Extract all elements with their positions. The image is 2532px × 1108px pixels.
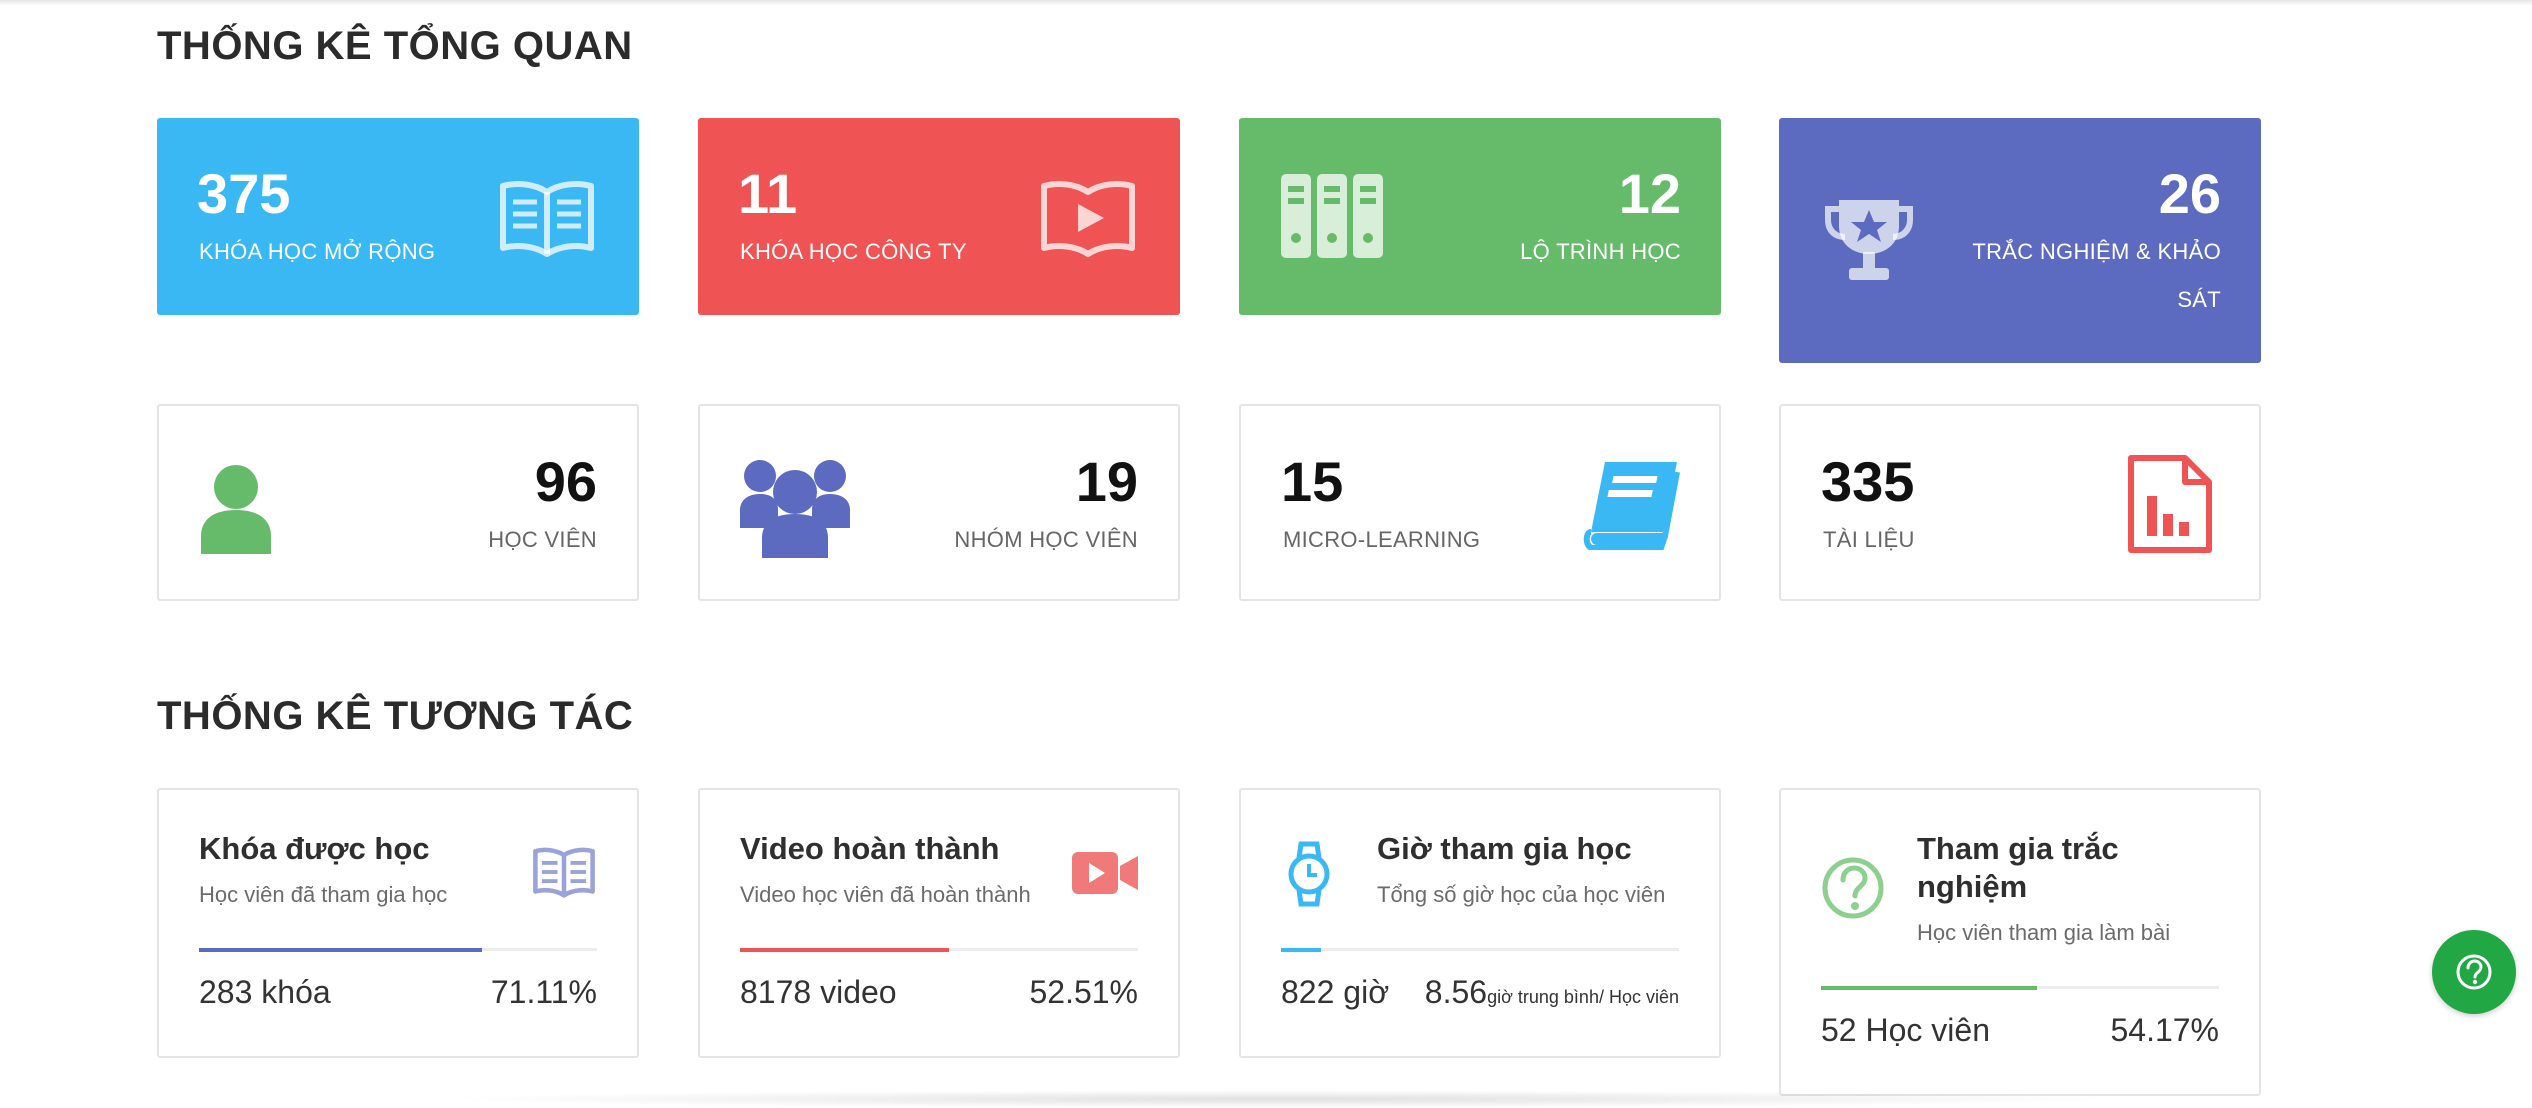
stat-label: HỌC VIÊN	[488, 527, 597, 552]
stat-value: 335	[1821, 450, 1915, 513]
users-group-icon	[740, 454, 850, 563]
progress-fill	[740, 948, 949, 952]
top-shadow	[0, 0, 2532, 6]
stat-value: 19	[1075, 450, 1138, 513]
card-company-courses[interactable]: 11 KHÓA HỌC CÔNG TY	[698, 118, 1180, 315]
video-book-icon	[1038, 178, 1138, 263]
card-value: 12	[1618, 162, 1681, 225]
progress-track	[1281, 948, 1679, 952]
card-value: 375	[197, 162, 291, 225]
question-icon	[2456, 954, 2492, 990]
stat-card-micro-learning[interactable]: 15 MICRO-LEARNING	[1239, 404, 1721, 601]
average-unit: giờ trung bình/ Học viên	[1487, 987, 1679, 1007]
card-label-line1: TRẮC NGHIỆM & KHẢO	[1972, 239, 2221, 264]
stat-card-documents[interactable]: 335 TÀI LIỆU	[1779, 404, 2261, 601]
card-value: 26	[2158, 162, 2221, 225]
progress-track	[199, 948, 597, 952]
interaction-card-hours[interactable]: Giờ tham gia học Tổng số giờ học của học…	[1239, 788, 1721, 1058]
interaction-card-title: Khóa được học	[199, 831, 430, 866]
progress-track	[740, 948, 1138, 952]
stat-card-learners[interactable]: 96 HỌC VIÊN	[157, 404, 639, 601]
watch-icon	[1285, 840, 1333, 913]
interaction-percent: 54.17%	[2110, 1012, 2219, 1048]
card-value: 11	[738, 162, 798, 225]
card-quizzes-surveys[interactable]: 26 TRẮC NGHIỆM & KHẢO SÁT	[1779, 118, 2261, 363]
card-label: KHÓA HỌC MỞ RỘNG	[199, 239, 436, 264]
card-label-line2: SÁT	[2177, 287, 2221, 312]
bottom-shadow	[430, 1090, 2130, 1108]
interaction-card-title-line2: nghiệm	[1917, 869, 2028, 904]
card-label: KHÓA HỌC CÔNG TY	[740, 239, 967, 264]
video-camera-icon	[1072, 852, 1138, 899]
interaction-card-title: Video hoàn thành	[740, 831, 1000, 866]
interaction-count: 8178 video	[740, 974, 897, 1010]
binders-icon	[1279, 172, 1385, 265]
stat-value: 96	[534, 450, 597, 513]
card-extended-courses[interactable]: 375 KHÓA HỌC MỞ RỘNG	[157, 118, 639, 315]
interaction-percent: 52.51%	[1029, 974, 1138, 1010]
interaction-card-subtitle: Học viên đã tham gia học	[199, 882, 448, 907]
help-button[interactable]	[2432, 930, 2516, 1014]
document-chart-icon	[2127, 454, 2213, 559]
interaction-card-title: Giờ tham gia học	[1377, 831, 1632, 866]
interaction-percent: 71.11%	[490, 974, 597, 1010]
interaction-card-subtitle: Tổng số giờ học của học viên	[1377, 882, 1666, 907]
interaction-card-quizzes[interactable]: Tham gia trắc nghiệm Học viên tham gia l…	[1779, 788, 2261, 1096]
progress-track	[1821, 986, 2219, 990]
stat-label: NHÓM HỌC VIÊN	[954, 527, 1138, 552]
interaction-count: 283 khóa	[199, 974, 331, 1010]
user-icon	[199, 462, 273, 559]
interaction-count: 52 Học viên	[1821, 1012, 1990, 1048]
stat-label: TÀI LIỆU	[1823, 527, 1915, 552]
interaction-title: THỐNG KÊ TƯƠNG TÁC	[157, 694, 634, 738]
interaction-hours: 822 giờ	[1281, 974, 1390, 1010]
card-learning-paths[interactable]: 12 LỘ TRÌNH HỌC	[1239, 118, 1721, 315]
interaction-card-videos[interactable]: Video hoàn thành Video học viên đã hoàn …	[698, 788, 1180, 1058]
open-book-icon	[531, 846, 597, 903]
stat-label: MICRO-LEARNING	[1283, 527, 1481, 552]
stat-value: 15	[1281, 450, 1344, 513]
interaction-card-title-line1: Tham gia trắc	[1917, 831, 2119, 866]
progress-fill	[199, 948, 483, 952]
trophy-icon	[1819, 196, 1919, 289]
question-circle-icon	[1821, 856, 1885, 925]
progress-fill	[1821, 986, 2037, 990]
overview-title: THỐNG KÊ TỔNG QUAN	[157, 24, 633, 68]
average-value: 8.56	[1424, 974, 1488, 1010]
interaction-card-subtitle: Video học viên đã hoàn thành	[740, 882, 1031, 907]
stat-card-learner-groups[interactable]: 19 NHÓM HỌC VIÊN	[698, 404, 1180, 601]
progress-fill	[1281, 948, 1321, 952]
open-book-icon	[497, 178, 597, 263]
interaction-card-courses[interactable]: Khóa được học Học viên đã tham gia học 2…	[157, 788, 639, 1058]
book-icon	[1583, 458, 1681, 555]
interaction-card-subtitle: Học viên tham gia làm bài	[1917, 920, 2171, 945]
card-label: LỘ TRÌNH HỌC	[1520, 239, 1681, 264]
interaction-average: 8.56giờ trung bình/ Học viên	[1425, 974, 1679, 1011]
